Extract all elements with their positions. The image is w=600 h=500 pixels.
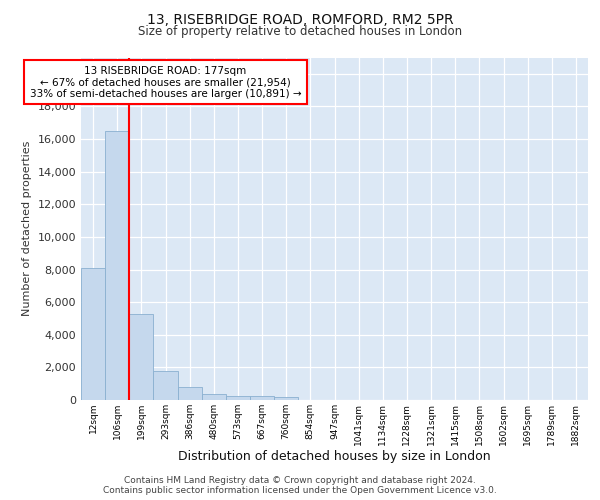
Text: 13, RISEBRIDGE ROAD, ROMFORD, RM2 5PR: 13, RISEBRIDGE ROAD, ROMFORD, RM2 5PR [146, 12, 454, 26]
Bar [226, 396, 250, 400]
Bar [129, 314, 154, 400]
Bar [202, 394, 226, 400]
Bar [105, 131, 129, 400]
Bar [250, 396, 274, 400]
Y-axis label: Number of detached properties: Number of detached properties [22, 141, 32, 316]
Bar [81, 268, 105, 400]
Bar [274, 396, 298, 400]
Bar [154, 370, 178, 400]
Bar [178, 387, 202, 400]
X-axis label: Distribution of detached houses by size in London: Distribution of detached houses by size … [178, 450, 491, 464]
Text: Size of property relative to detached houses in London: Size of property relative to detached ho… [138, 25, 462, 38]
Text: Contains HM Land Registry data © Crown copyright and database right 2024.: Contains HM Land Registry data © Crown c… [124, 476, 476, 485]
Text: 13 RISEBRIDGE ROAD: 177sqm
← 67% of detached houses are smaller (21,954)
33% of : 13 RISEBRIDGE ROAD: 177sqm ← 67% of deta… [29, 66, 301, 99]
Text: Contains public sector information licensed under the Open Government Licence v3: Contains public sector information licen… [103, 486, 497, 495]
